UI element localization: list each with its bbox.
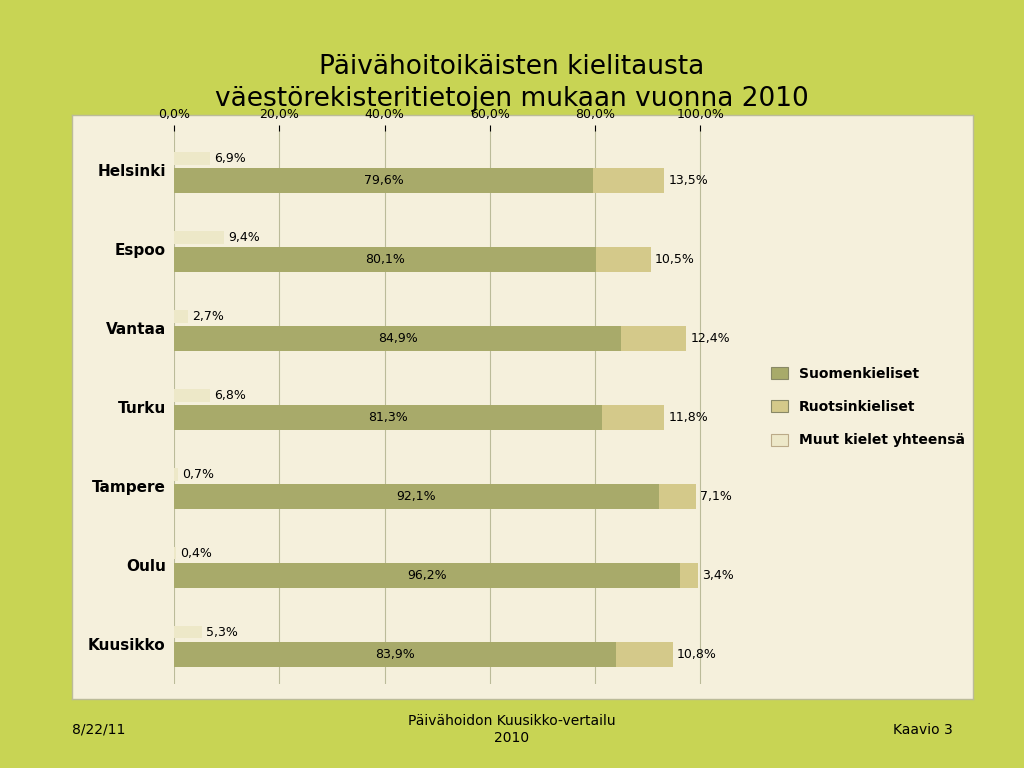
Bar xyxy=(621,326,686,351)
Bar xyxy=(174,626,202,638)
Text: 5,3%: 5,3% xyxy=(206,626,238,639)
Bar xyxy=(174,547,176,560)
Bar xyxy=(174,326,621,351)
Text: 79,6%: 79,6% xyxy=(364,174,403,187)
Bar xyxy=(174,641,615,667)
Bar xyxy=(602,405,665,430)
Text: 80,1%: 80,1% xyxy=(365,253,404,266)
Bar xyxy=(593,167,665,193)
Text: 3,4%: 3,4% xyxy=(702,569,734,582)
Bar xyxy=(680,563,698,588)
Bar xyxy=(174,247,596,272)
Text: 96,2%: 96,2% xyxy=(408,569,447,582)
Text: 7,1%: 7,1% xyxy=(700,490,732,503)
Bar xyxy=(658,484,696,509)
Bar xyxy=(174,231,223,243)
Bar xyxy=(596,247,651,272)
Bar xyxy=(174,389,210,402)
Bar xyxy=(174,484,658,509)
Text: 10,5%: 10,5% xyxy=(655,253,695,266)
Text: 6,8%: 6,8% xyxy=(214,389,246,402)
Text: 81,3%: 81,3% xyxy=(369,411,408,424)
Text: Kaavio 3: Kaavio 3 xyxy=(893,723,952,737)
Text: 10,8%: 10,8% xyxy=(677,647,717,660)
Bar xyxy=(174,152,210,164)
Text: 11,8%: 11,8% xyxy=(669,411,708,424)
Text: 6,9%: 6,9% xyxy=(215,152,247,164)
Text: 84,9%: 84,9% xyxy=(378,332,418,345)
Text: 2,7%: 2,7% xyxy=(193,310,224,323)
Text: 12,4%: 12,4% xyxy=(690,332,730,345)
Text: 83,9%: 83,9% xyxy=(375,647,415,660)
Text: Päivähoitoikäisten kielitausta
väestörekisteritietojen mukaan vuonna 2010: Päivähoitoikäisten kielitausta väestörek… xyxy=(215,54,809,112)
Bar xyxy=(174,310,188,323)
Legend: Suomenkieliset, Ruotsinkieliset, Muut kielet yhteensä: Suomenkieliset, Ruotsinkieliset, Muut ki… xyxy=(767,362,969,452)
Bar xyxy=(174,167,593,193)
Text: 9,4%: 9,4% xyxy=(227,230,259,243)
Text: Päivähoidon Kuusikko-vertailu
2010: Päivähoidon Kuusikko-vertailu 2010 xyxy=(409,714,615,745)
Bar xyxy=(615,641,673,667)
Text: 0,7%: 0,7% xyxy=(182,468,214,481)
Text: 13,5%: 13,5% xyxy=(669,174,708,187)
Text: 0,4%: 0,4% xyxy=(180,547,212,560)
Bar xyxy=(174,468,178,481)
Text: 8/22/11: 8/22/11 xyxy=(72,723,125,737)
Text: 92,1%: 92,1% xyxy=(396,490,436,503)
Bar xyxy=(174,405,602,430)
Bar xyxy=(174,563,680,588)
